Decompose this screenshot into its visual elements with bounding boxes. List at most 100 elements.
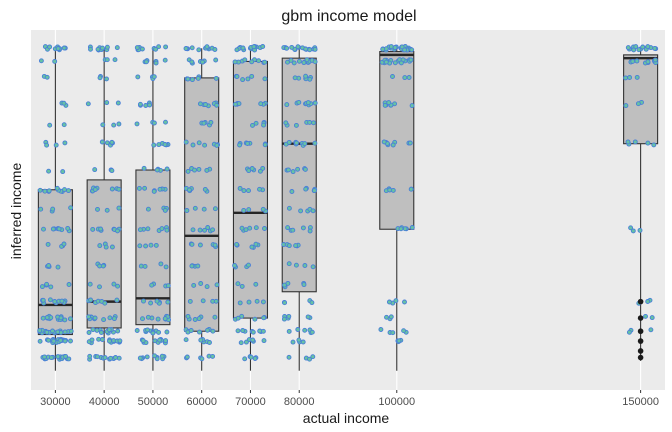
data-point: [192, 317, 198, 322]
data-point: [107, 338, 112, 344]
data-point: [116, 121, 122, 127]
data-point: [50, 328, 55, 334]
data-point: [213, 57, 219, 63]
data-point: [92, 187, 98, 192]
data-point: [205, 225, 211, 230]
data-point: [262, 142, 268, 148]
data-point: [87, 281, 93, 287]
data-point: [162, 57, 168, 63]
data-point: [260, 206, 266, 212]
data-point: [67, 316, 73, 322]
data-point: [116, 186, 122, 192]
data-point: [251, 44, 257, 50]
data-point: [392, 45, 398, 50]
data-point: [109, 168, 115, 174]
data-point: [137, 355, 143, 361]
box-body: [37, 189, 73, 336]
data-point: [94, 327, 100, 333]
data-point: [143, 243, 149, 249]
data-point: [298, 208, 304, 214]
data-point: [104, 44, 110, 50]
data-point: [628, 225, 634, 231]
x-tick-label-150000: 150000: [622, 396, 659, 408]
data-point: [68, 205, 74, 211]
data-point: [162, 316, 168, 322]
points-40000: [85, 44, 123, 362]
data-point: [188, 328, 194, 333]
data-point: [630, 228, 636, 234]
chart-title: gbm income model: [281, 8, 416, 25]
data-point: [97, 75, 103, 81]
data-point: [295, 166, 301, 172]
data-point: [627, 75, 633, 80]
data-point: [311, 188, 317, 194]
x-tick-label-70000: 70000: [235, 396, 266, 408]
data-point: [184, 208, 190, 213]
data-point: [61, 122, 67, 128]
data-point: [302, 263, 308, 268]
data-point: [296, 99, 302, 105]
data-point: [145, 327, 150, 333]
data-point: [301, 282, 307, 288]
data-point: [293, 262, 299, 268]
data-point: [640, 44, 646, 50]
data-point: [283, 120, 289, 126]
data-point: [213, 75, 219, 81]
data-point: [156, 142, 162, 148]
data-point: [109, 244, 115, 250]
data-point: [165, 299, 171, 305]
data-point: [390, 330, 396, 336]
outlier-point: [637, 328, 644, 335]
data-point: [165, 283, 171, 289]
data-point: [102, 355, 108, 361]
data-point: [204, 284, 210, 290]
data-point: [117, 338, 123, 344]
data-point: [147, 102, 153, 108]
data-point: [388, 314, 394, 320]
data-point: [402, 299, 407, 305]
data-point: [44, 329, 50, 335]
data-point: [163, 119, 168, 125]
data-point: [66, 188, 71, 194]
data-point: [95, 46, 101, 52]
box-body: [184, 77, 220, 332]
data-point: [207, 340, 212, 345]
data-point: [189, 77, 195, 83]
data-point: [140, 316, 145, 322]
data-point: [296, 58, 302, 64]
data-point: [254, 298, 260, 304]
points-60000: [183, 44, 221, 362]
data-point: [94, 354, 100, 360]
plot-area: [31, 30, 665, 390]
data-point: [651, 142, 657, 148]
data-point: [141, 298, 146, 304]
data-point: [307, 228, 313, 234]
y-axis-title: inferred income: [8, 163, 24, 260]
data-point: [104, 76, 109, 82]
data-point: [382, 102, 388, 108]
data-point: [201, 120, 207, 126]
data-point: [286, 313, 292, 319]
data-point: [256, 58, 262, 64]
data-point: [134, 121, 140, 127]
data-point: [204, 167, 210, 173]
data-point: [44, 315, 50, 320]
data-point: [38, 58, 44, 64]
data-point: [281, 282, 287, 288]
data-point: [143, 59, 149, 65]
data-point: [310, 208, 316, 214]
data-point: [185, 76, 191, 82]
data-point: [249, 166, 255, 171]
data-point: [291, 60, 297, 66]
data-point: [62, 317, 68, 323]
data-point: [164, 329, 170, 335]
data-point: [90, 226, 96, 232]
data-point: [262, 76, 268, 82]
data-point: [290, 169, 296, 175]
data-point: [135, 74, 141, 80]
data-point: [109, 186, 115, 192]
data-point: [157, 186, 163, 192]
data-point: [378, 327, 384, 332]
data-point: [213, 298, 219, 304]
data-point: [246, 262, 251, 268]
